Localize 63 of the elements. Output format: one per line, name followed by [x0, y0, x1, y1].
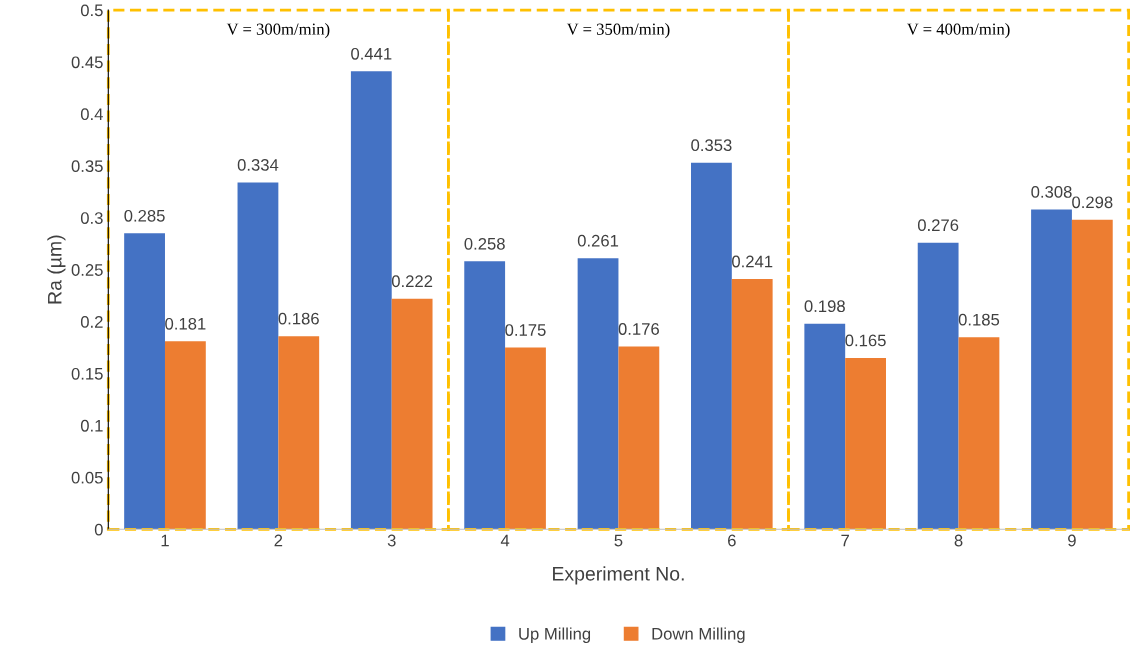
data-label: 0.165 — [845, 334, 886, 347]
y-tick-label: 0.3 — [80, 212, 103, 224]
bar — [1031, 209, 1072, 530]
legend-label: Down Milling — [652, 627, 745, 644]
data-label: 0.258 — [464, 237, 505, 250]
x-tick-label: 7 — [841, 534, 849, 547]
bar — [505, 347, 546, 530]
annotation: V = 400m/min) — [906, 23, 1010, 39]
data-label: 0.285 — [124, 209, 165, 222]
data-label: 0.308 — [1031, 186, 1072, 198]
data-label: 0.176 — [618, 323, 659, 335]
bar — [278, 336, 320, 530]
y-tick-label: 0.35 — [71, 160, 103, 173]
bar — [845, 357, 886, 530]
data-label: 0.185 — [958, 313, 1000, 326]
bar — [124, 233, 165, 530]
data-label: 0.441 — [351, 47, 392, 60]
bar — [691, 162, 732, 530]
y-tick-label: 0.15 — [71, 367, 103, 380]
bar — [464, 261, 506, 530]
x-tick-label: 4 — [500, 534, 510, 547]
y-tick-label: 0.25 — [71, 264, 103, 276]
y-tick-label: 0 — [94, 523, 103, 536]
x-tick-label: 8 — [954, 534, 963, 547]
x-tick-label: 6 — [728, 534, 736, 547]
data-label: 0.175 — [505, 324, 546, 336]
bar — [804, 323, 846, 530]
x-tick-label: 3 — [387, 534, 396, 547]
y-tick-label: 0.45 — [71, 56, 103, 69]
bar — [164, 341, 206, 530]
bar — [350, 71, 392, 530]
x-tick-label: 5 — [614, 534, 623, 547]
y-tick-label: 0.5 — [80, 4, 103, 17]
annotation: V = 350m/min) — [566, 23, 670, 39]
y-tick-label: 0.1 — [80, 419, 103, 432]
data-label: 0.186 — [278, 312, 319, 325]
data-label: 0.276 — [917, 219, 959, 232]
x-tick-label: 1 — [161, 534, 169, 547]
bar — [731, 279, 773, 530]
x-tick-label: 9 — [1068, 534, 1076, 547]
data-label: 0.222 — [391, 275, 433, 288]
data-label: 0.353 — [691, 139, 732, 152]
data-label: 0.261 — [577, 234, 619, 247]
y-tick-label: 0.4 — [80, 108, 103, 121]
bar — [958, 337, 1000, 530]
y-axis-title: Ra (µm) — [47, 235, 66, 304]
x-tick-label: 2 — [274, 534, 283, 547]
data-label: 0.298 — [1072, 196, 1113, 209]
y-tick-label: 0.05 — [71, 471, 103, 484]
bar — [577, 258, 619, 530]
bar — [1071, 219, 1113, 530]
legend-label: Up Milling — [519, 627, 591, 644]
x-axis-title: Experiment No. — [553, 566, 684, 585]
data-label: 0.181 — [165, 317, 206, 330]
bar — [237, 182, 279, 530]
data-label: 0.241 — [732, 255, 773, 268]
bar — [391, 298, 433, 530]
bar — [917, 242, 959, 530]
data-label: 0.334 — [237, 159, 279, 171]
y-tick-label: 0.2 — [80, 316, 103, 328]
annotation: V = 300m/min) — [226, 23, 330, 39]
bar — [618, 346, 660, 530]
data-label: 0.198 — [804, 300, 845, 313]
